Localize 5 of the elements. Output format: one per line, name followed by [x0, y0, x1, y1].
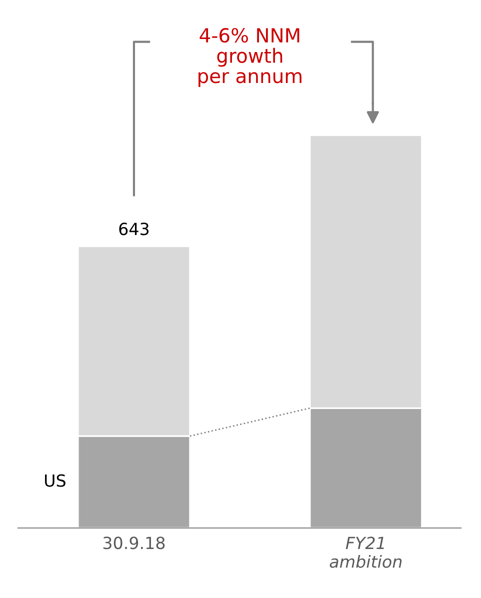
x-tick-label: 30.9.18	[103, 536, 165, 550]
series-label: US	[45, 474, 66, 487]
annotation: 643	[119, 222, 149, 236]
text: 4-6% NNM growth per annum	[198, 28, 302, 88]
x-tick-label: FY21 ambition	[330, 536, 402, 568]
